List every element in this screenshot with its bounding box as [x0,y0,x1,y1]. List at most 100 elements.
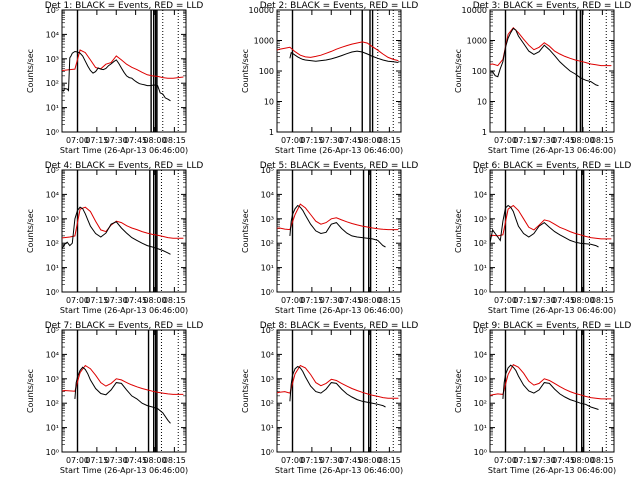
plot-frame [489,329,615,453]
chart-title: Det 8: BLACK = Events, RED = LLD [260,321,419,331]
lld-series-line [62,364,184,395]
x-tick-label: 07:00 [281,296,304,305]
plot-area [277,170,399,292]
y-tick-label: 10⁴ [474,350,487,359]
events-series-line [62,206,171,255]
events-series-line [289,365,386,408]
y-tick-label: 10¹ [261,264,274,273]
x-tick-label: 07:30 [320,136,343,145]
chart-title: Det 2: BLACK = Events, RED = LLD [260,1,419,11]
panel-det-4: Det 4: BLACK = Events, RED = LLD 10⁰ 10¹ 10… [26,161,203,315]
x-axis-label: Start Time (26-Apr-13 06:46:00) [488,146,616,155]
x-tick-label: 07:45 [124,456,147,465]
plot-area [490,170,612,292]
plot-area [62,330,184,452]
x-tick-label: 07:30 [105,296,128,305]
x-tick-label: 08:00 [143,456,166,465]
y-tick-label: 10¹ [46,264,59,273]
x-tick-label: 07:00 [66,456,89,465]
y-axis-label: Counts/sec [241,369,250,413]
x-tick-label: 07:15 [300,456,323,465]
y-tick-label: 10⁴ [46,190,59,199]
x-tick-label: 08:15 [591,296,614,305]
events-series-line [490,204,599,248]
x-tick-label: 08:00 [571,456,594,465]
panel-det-1: Det 1: BLACK = Events, RED = LLD 10⁰ 10¹ 10… [26,1,203,155]
plot-area [277,10,399,132]
x-tick-label: 08:15 [163,136,186,145]
plot-frame [61,9,187,133]
x-axis-label: Start Time (26-Apr-13 06:46:00) [60,146,188,155]
x-tick-label: 07:45 [339,136,362,145]
y-tick-label: 10⁴ [261,190,274,199]
x-tick-label: 07:15 [85,456,108,465]
x-tick-label: 07:00 [66,296,89,305]
panel-det-7: Det 7: BLACK = Events, RED = LLD 10⁰ 10¹ 10… [26,321,203,475]
y-tick-label: 10⁰ [474,448,487,457]
plot-frame [61,329,187,453]
plot-frame [489,169,615,293]
y-axis-label: Counts/sec [454,209,463,253]
x-tick-label: 07:15 [513,136,536,145]
chart-title: Det 4: BLACK = Events, RED = LLD [45,161,204,171]
x-tick-label: 07:45 [339,456,362,465]
x-tick-label: 07:30 [320,456,343,465]
y-tick-label: 10² [261,239,274,248]
y-tick-label: 1000 [254,37,274,46]
plot-area [62,10,184,132]
y-tick-label: 10⁴ [474,190,487,199]
lld-series-line [62,206,184,239]
y-tick-label: 10⁰ [46,128,59,137]
y-tick-label: 10² [46,239,59,248]
y-tick-label: 10 [264,98,274,107]
y-tick-label: 10⁴ [46,30,59,39]
y-axis-label: Counts/sec [241,49,250,93]
y-tick-label: 10² [474,239,487,248]
x-axis-label: Start Time (26-Apr-13 06:46:00) [488,466,616,475]
y-tick-label: 10³ [46,55,59,64]
x-tick-label: 07:00 [66,136,89,145]
x-axis-label: Start Time (26-Apr-13 06:46:00) [488,306,616,315]
plot-area [62,170,184,292]
x-tick-label: 07:15 [85,296,108,305]
chart-title: Det 5: BLACK = Events, RED = LLD [260,161,419,171]
x-tick-label: 07:45 [552,456,575,465]
x-tick-label: 07:45 [552,136,575,145]
x-tick-label: 07:15 [85,136,108,145]
lld-series-line [277,203,399,231]
events-series-line [62,50,171,102]
x-tick-label: 08:15 [591,456,614,465]
plot-frame [276,9,402,133]
x-tick-label: 07:30 [105,136,128,145]
y-tick-label: 10¹ [46,424,59,433]
y-tick-label: 10⁵ [474,326,487,335]
events-series-line [502,364,599,410]
x-tick-label: 08:15 [591,136,614,145]
x-tick-label: 07:00 [494,296,517,305]
x-tick-label: 08:00 [143,136,166,145]
y-tick-label: 10¹ [46,104,59,113]
y-axis-label: Counts/sec [241,209,250,253]
x-tick-label: 08:15 [378,296,401,305]
y-tick-label: 1 [482,128,487,137]
x-tick-label: 07:45 [552,296,575,305]
y-axis-label: Counts/sec [26,209,35,253]
chart-title: Det 7: BLACK = Events, RED = LLD [45,321,204,331]
y-tick-label: 10000 [462,6,487,15]
y-tick-label: 10³ [261,215,274,224]
events-series-line [289,204,386,248]
y-tick-label: 10⁵ [46,166,59,175]
plot-area [490,10,612,132]
events-series-line [490,27,599,87]
y-tick-label: 10⁰ [46,288,59,297]
x-tick-label: 07:30 [533,296,556,305]
x-tick-label: 08:00 [358,456,381,465]
y-tick-label: 10² [261,399,274,408]
panel-det-6: Det 6: BLACK = Events, RED = LLD 10⁰ 10¹ 10… [454,161,631,315]
lld-series-line [277,364,399,399]
y-tick-label: 1 [269,128,274,137]
x-tick-label: 07:30 [533,456,556,465]
y-tick-label: 10⁵ [261,326,274,335]
plot-area [490,330,612,452]
